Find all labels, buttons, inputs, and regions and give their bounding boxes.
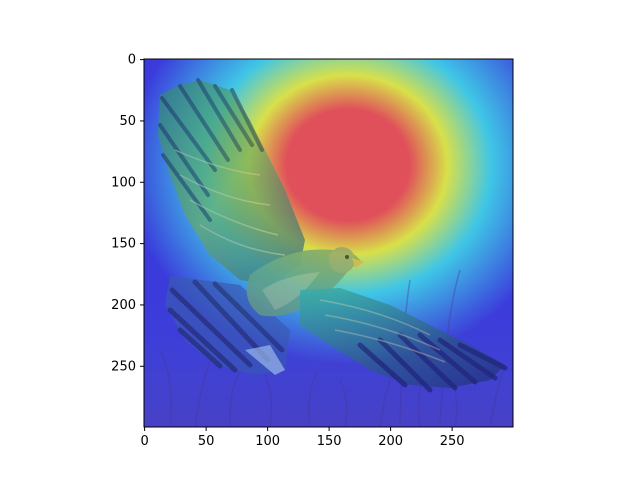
x-tick-label: 200 [378, 434, 403, 449]
y-tick-label: 100 [111, 175, 136, 190]
y-tick-label: 200 [111, 298, 136, 313]
y-axis-ticks: 0 50 100 150 200 250 [111, 53, 144, 374]
y-tick-label: 250 [111, 359, 136, 374]
x-tick-label: 50 [198, 434, 215, 449]
x-tick-label: 100 [255, 434, 280, 449]
image-area [144, 59, 513, 427]
x-tick-label: 150 [317, 434, 342, 449]
y-tick-label: 50 [119, 114, 136, 129]
x-axis-ticks: 0 50 100 150 200 250 [140, 427, 465, 449]
y-tick-label: 150 [111, 237, 136, 252]
x-tick-label: 0 [140, 434, 148, 449]
heatmap-tint [144, 59, 513, 427]
axes-frame [143, 58, 514, 428]
x-tick-label: 250 [440, 434, 465, 449]
y-tick-label: 0 [128, 53, 136, 68]
